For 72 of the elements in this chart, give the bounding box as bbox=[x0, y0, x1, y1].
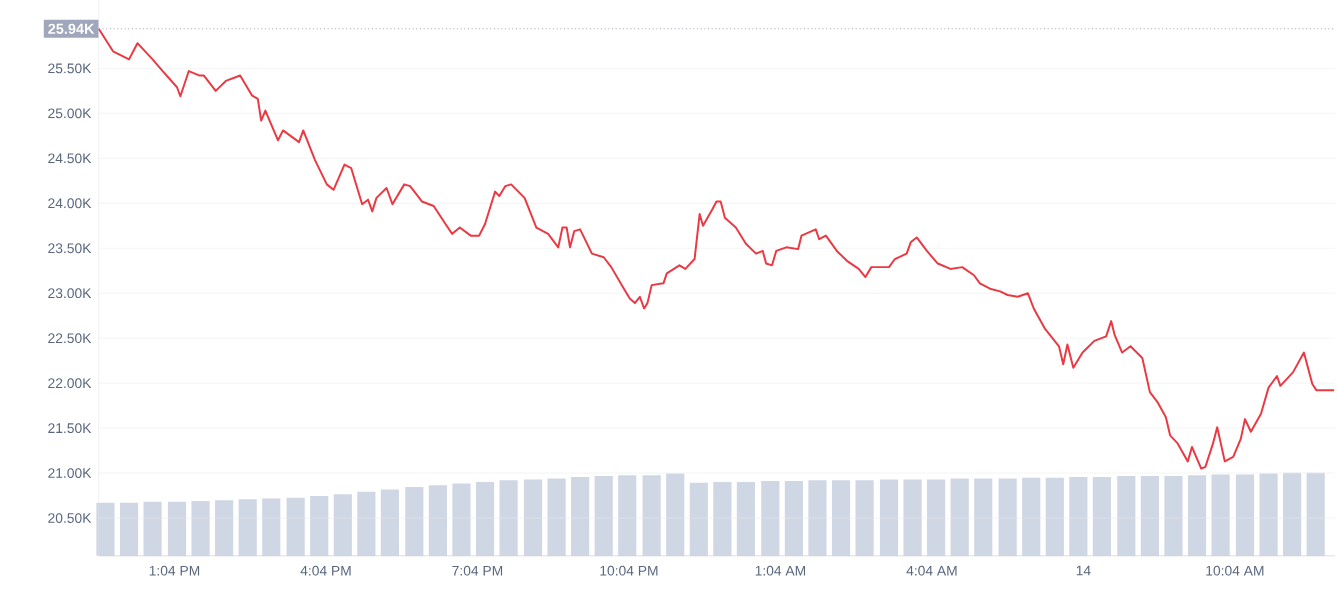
bar bbox=[428, 485, 447, 556]
y-tick-label: 20.50K bbox=[48, 512, 92, 523]
x-tick-label: 4:04 PM bbox=[300, 565, 351, 576]
bar bbox=[594, 475, 613, 556]
bar bbox=[1259, 473, 1278, 556]
bar bbox=[167, 501, 187, 556]
bar bbox=[1069, 476, 1088, 556]
y-tick-label: 21.50K bbox=[48, 423, 92, 433]
y-tick-label: 25.50K bbox=[48, 63, 92, 74]
bar bbox=[499, 480, 518, 556]
bar bbox=[286, 497, 305, 556]
bar bbox=[96, 502, 115, 556]
bar bbox=[666, 473, 685, 556]
bar bbox=[452, 483, 471, 556]
y-tick-label: 24.00K bbox=[48, 198, 92, 208]
y-tick-label: 25.00K bbox=[48, 108, 92, 119]
bar bbox=[547, 478, 566, 556]
y-tick-label: 24.50K bbox=[48, 153, 92, 163]
x-tick-label: 4:04 AM bbox=[906, 565, 957, 576]
bar bbox=[1092, 476, 1112, 556]
y-tick-label: 23.00K bbox=[48, 288, 92, 298]
bar bbox=[1283, 472, 1302, 556]
bar bbox=[808, 480, 827, 556]
bar bbox=[523, 479, 543, 556]
x-tick-label: 10:04 PM bbox=[600, 565, 658, 576]
y-tick-label: 23.50K bbox=[48, 243, 92, 253]
bar bbox=[950, 478, 969, 556]
bar bbox=[618, 475, 637, 556]
bar bbox=[1211, 474, 1230, 556]
bar bbox=[736, 481, 756, 556]
bar bbox=[927, 479, 946, 556]
bar bbox=[215, 499, 234, 556]
bar bbox=[1187, 475, 1207, 556]
y-tick-label: 22.50K bbox=[48, 333, 92, 343]
bar bbox=[1022, 477, 1041, 556]
bar bbox=[357, 491, 376, 556]
bar bbox=[1235, 474, 1255, 556]
bar bbox=[143, 501, 162, 556]
x-tick-label: 10:04 AM bbox=[1206, 565, 1264, 576]
bar bbox=[998, 478, 1017, 556]
bar bbox=[642, 475, 661, 556]
bar bbox=[119, 502, 139, 556]
bar bbox=[310, 495, 329, 556]
y-tick-label: 22.00K bbox=[48, 378, 92, 388]
bar bbox=[761, 480, 780, 556]
bar bbox=[262, 498, 281, 556]
bar bbox=[903, 479, 922, 556]
bar bbox=[380, 489, 400, 556]
bar bbox=[238, 499, 257, 556]
bar bbox=[1045, 477, 1064, 556]
ref-line-label: 25.94K bbox=[48, 23, 95, 34]
bar bbox=[713, 481, 732, 556]
x-tick-label: 7:04 PM bbox=[452, 565, 503, 576]
bar bbox=[333, 494, 352, 556]
bar bbox=[1164, 475, 1183, 556]
bar bbox=[571, 476, 590, 556]
bar bbox=[855, 480, 874, 556]
bar bbox=[689, 482, 708, 556]
bar bbox=[879, 479, 899, 556]
bar bbox=[1306, 472, 1325, 556]
bar bbox=[191, 500, 210, 556]
bar bbox=[405, 486, 424, 556]
x-tick-label: 1:04 PM bbox=[149, 565, 200, 576]
y-tick-label: 21.00K bbox=[48, 468, 92, 478]
x-tick-label: 1:04 AM bbox=[755, 565, 806, 576]
bar bbox=[475, 481, 495, 556]
bar bbox=[974, 478, 993, 556]
bar bbox=[1117, 475, 1136, 556]
bar bbox=[784, 480, 803, 556]
bar bbox=[831, 480, 851, 556]
bar bbox=[1140, 475, 1159, 556]
x-tick-label: 14 bbox=[1076, 565, 1091, 576]
